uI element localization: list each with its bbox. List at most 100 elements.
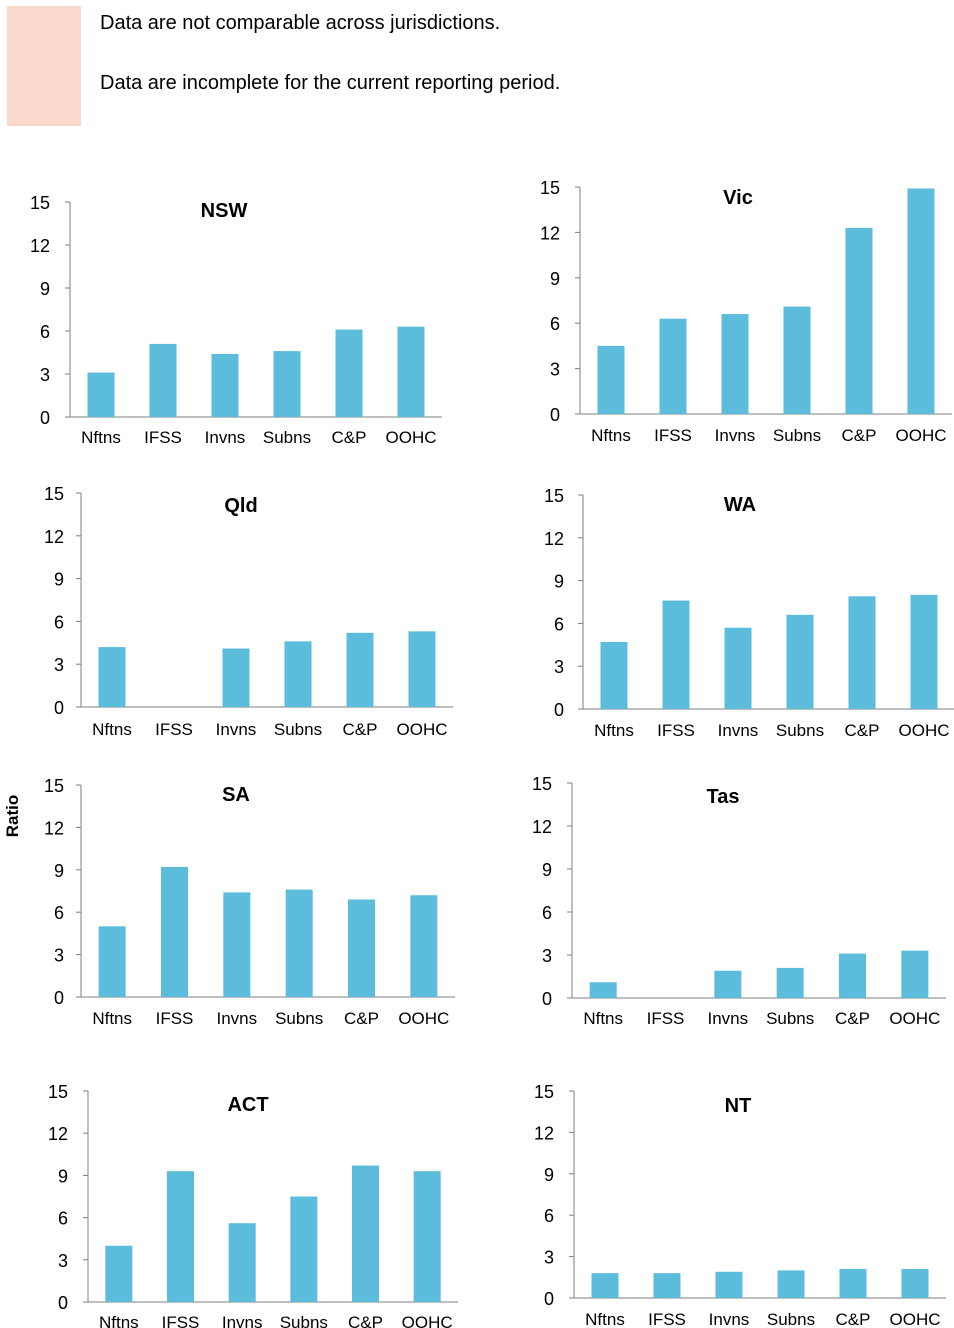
bar-oohc [413,1171,441,1302]
y-tick-label: 15 [44,484,64,504]
chart-title: SA [222,784,250,806]
bar-oohc [408,631,436,707]
category-label: OOHC [397,720,448,739]
bar-ifss [149,343,177,417]
category-label: OOHC [890,1310,941,1328]
bar-cp [346,632,374,707]
category-label: Subns [274,720,322,739]
category-label: IFSS [144,428,182,447]
y-tick-label: 3 [554,657,564,677]
category-label: C&P [842,426,877,445]
bar-nftns [591,1273,619,1298]
bar-ifss [662,600,690,709]
category-label: C&P [332,428,367,447]
chart-panel-vic: 0 3 6 9 12 15 Vic Nftns IFSS Invns Subns C&P OOHC [540,178,952,445]
bar-invns [724,627,752,709]
chart-title: Tas [707,786,740,808]
category-label: IFSS [654,426,692,445]
category-label: Nftns [81,428,121,447]
bar-cp [848,596,876,709]
y-tick-label: 6 [54,612,64,632]
category-label: Invns [216,720,257,739]
category-label: Subns [766,1009,814,1028]
bar-cp [839,1269,867,1298]
category-label: Nftns [99,1313,139,1328]
y-tick-label: 3 [544,1248,554,1268]
bar-oohc [410,895,438,997]
category-label: Subns [275,1009,323,1028]
y-tick-label: 6 [542,903,552,923]
category-label: C&P [835,1009,870,1028]
category-label: C&P [836,1310,871,1328]
chart-title: ACT [227,1094,268,1116]
chart-title: NSW [201,200,248,222]
y-tick-label: 0 [58,1293,68,1313]
bar-cp [335,329,363,417]
chart-panel-wa: 0 3 6 9 12 15 WA Nftns IFSS Invns Subns C&P OOHC [544,486,954,740]
bar-cp [352,1165,379,1302]
legend-text-not-comparable: Data are not comparable across jurisdict… [100,12,501,34]
category-label: Subns [767,1310,815,1328]
y-tick-label: 12 [540,223,560,243]
y-tick-label: 9 [544,1165,554,1185]
chart-title: WA [724,494,756,516]
category-label: Nftns [92,1009,132,1028]
y-tick-label: 6 [54,903,64,923]
bar-ifss [653,1273,681,1298]
category-label: Nftns [585,1310,625,1328]
y-tick-label: 9 [554,572,564,592]
y-tick-label: 15 [30,193,50,213]
bar-cp [348,899,375,997]
bar-cp [839,953,866,998]
category-label: Invns [715,426,756,445]
y-tick-label: 12 [534,1123,554,1143]
bar-subns [786,614,814,709]
bar-nftns [597,345,625,414]
y-tick-label: 6 [550,314,560,334]
category-label: OOHC [899,721,950,740]
bar-ifss [161,866,188,997]
legend-text-incomplete: Data are incomplete for the current repo… [100,72,561,94]
y-tick-label: 3 [54,655,64,675]
category-label: Subns [773,426,821,445]
y-tick-label: 6 [58,1209,68,1229]
category-label: Invns [222,1313,263,1328]
category-label: OOHC [398,1009,449,1028]
y-tick-label: 0 [54,698,64,718]
category-label: IFSS [155,720,193,739]
y-tick-label: 3 [54,946,64,966]
chart-panel-nt: 0 3 6 9 12 15 NT Nftns IFSS Invns Subns C&P OOHC [534,1082,946,1328]
y-tick-label: 3 [40,365,50,385]
category-label: Invns [205,428,246,447]
bar-invns [211,353,239,417]
bar-subns [285,889,313,997]
y-tick-label: 3 [550,360,560,380]
y-tick-label: 12 [532,817,552,837]
y-tick-label: 0 [550,405,560,425]
legend-swatch-incomplete [7,66,81,126]
y-tick-label: 0 [54,988,64,1008]
category-label: C&P [845,721,880,740]
category-label: C&P [344,1009,379,1028]
category-label: Subns [776,721,824,740]
y-tick-label: 12 [544,529,564,549]
category-label: C&P [348,1313,383,1328]
category-label: Invns [709,1310,750,1328]
category-label: Nftns [591,426,631,445]
category-label: Invns [217,1009,258,1028]
bar-oohc [910,594,938,709]
chart-panel-act: 0 3 6 9 12 15 ACT Nftns IFSS Invns Subns C&P OOHC [48,1082,458,1328]
y-tick-label: 0 [542,989,552,1009]
category-label: Nftns [594,721,634,740]
chart-panel-sa: 0 3 6 9 12 15 SA Nftns IFSS Invns Subns C&P OOHC [44,776,455,1028]
chart-title: Vic [723,187,753,209]
y-tick-label: 15 [48,1082,68,1102]
y-tick-label: 3 [542,946,552,966]
y-tick-label: 12 [30,236,50,256]
bar-invns [721,314,749,414]
y-tick-label: 9 [54,861,64,881]
bar-nftns [87,372,115,417]
bar-invns [228,1223,256,1302]
bar-nftns [105,1245,133,1302]
y-tick-label: 9 [58,1166,68,1186]
